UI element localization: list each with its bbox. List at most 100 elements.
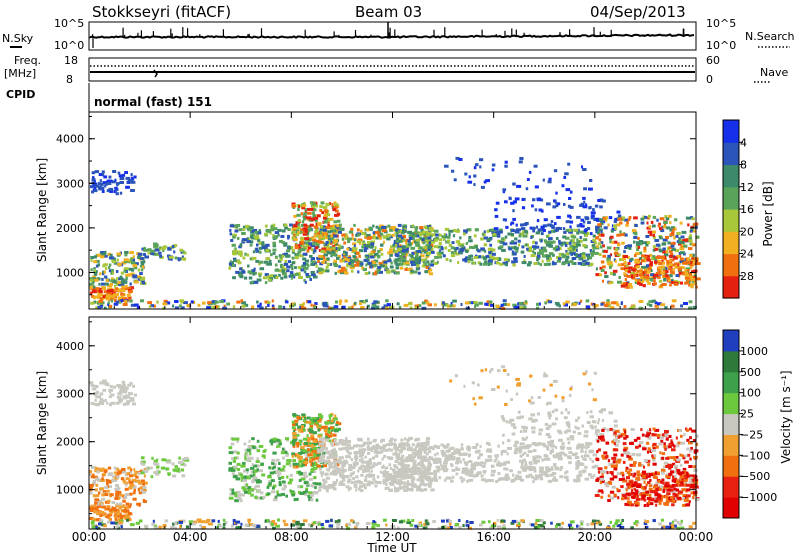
heatmap-cell (338, 447, 343, 451)
heatmap-cell (272, 248, 277, 252)
heatmap-cell (241, 304, 246, 308)
heatmap-cell (289, 304, 292, 308)
heatmap-cell (274, 463, 277, 466)
heatmap-cell (505, 467, 509, 471)
heatmap-cell (264, 232, 268, 236)
heatmap-cell (597, 228, 603, 232)
heatmap-cell (377, 446, 382, 450)
heatmap-cell (401, 259, 405, 263)
heatmap-cell (99, 468, 104, 472)
heatmap-cell (312, 431, 317, 435)
heatmap-cell (597, 242, 602, 246)
heatmap-cell (324, 460, 328, 464)
heatmap-cell (103, 513, 107, 517)
heatmap-cell (129, 299, 133, 303)
heatmap-cell (315, 242, 320, 246)
heatmap-cell (534, 208, 538, 212)
heatmap-cell (95, 395, 100, 399)
heatmap-cell (298, 464, 304, 468)
heatmap-cell (372, 248, 377, 252)
heatmap-cell (416, 485, 421, 489)
heatmap-cell (120, 271, 125, 275)
heatmap-cell (121, 386, 126, 389)
heatmap-cell (292, 430, 295, 434)
heatmap-cell (101, 277, 104, 281)
heatmap-cell (455, 461, 459, 465)
heatmap-cell (554, 464, 557, 468)
heatmap-cell (110, 493, 114, 497)
heatmap-cell (244, 457, 248, 461)
heatmap-cell (183, 463, 187, 467)
heatmap-cell (174, 300, 179, 303)
heatmap-cell (406, 448, 410, 452)
heatmap-cell (206, 306, 211, 310)
heatmap-cell (228, 468, 233, 472)
heatmap-cell (207, 301, 212, 305)
heatmap-cell (381, 306, 385, 310)
heatmap-cell (95, 184, 99, 188)
heatmap-cell (577, 228, 580, 232)
heatmap-cell (360, 464, 365, 468)
heatmap-cell (156, 469, 159, 473)
heatmap-cell (513, 477, 518, 481)
heatmap-cell (348, 230, 354, 234)
heatmap-cell (258, 262, 261, 266)
heatmap-cell (554, 222, 557, 226)
heatmap-cell (686, 281, 689, 284)
heatmap-cell (427, 461, 431, 465)
heatmap-cell (420, 228, 424, 232)
heatmap-cell (127, 179, 133, 182)
heatmap-cell (576, 240, 581, 244)
heatmap-cell (124, 253, 128, 257)
heatmap-cell (94, 287, 100, 291)
heatmap-cell (317, 260, 320, 263)
heatmap-cell (345, 251, 348, 255)
heatmap-cell (153, 245, 158, 249)
heatmap-cell (322, 464, 327, 468)
heatmap-cell (328, 225, 334, 229)
heatmap-cell (110, 271, 114, 275)
heatmap-cell (424, 270, 429, 274)
heatmap-cell (353, 444, 359, 448)
heatmap-cell (591, 244, 596, 248)
heatmap-cell (291, 236, 295, 240)
heatmap-cell (301, 425, 304, 429)
heatmap-cell (659, 267, 663, 271)
heatmap-cell (116, 183, 119, 187)
heatmap-cell (332, 229, 335, 233)
heatmap-cell (535, 231, 541, 235)
heatmap-cell (286, 475, 289, 479)
heatmap-cell (564, 244, 568, 247)
heatmap-cell (126, 472, 131, 476)
heatmap-cell (275, 470, 280, 473)
heatmap-cell (592, 453, 597, 457)
heatmap-cell (548, 252, 554, 256)
heatmap-cell (682, 272, 688, 276)
heatmap-cell (583, 229, 588, 233)
heatmap-cell (393, 464, 396, 467)
heatmap-cell (631, 305, 636, 309)
heatmap-cell (533, 461, 538, 465)
heatmap-cell (332, 208, 337, 212)
heatmap-cell (564, 172, 569, 176)
heatmap-cell (98, 187, 104, 191)
heatmap-cell (555, 228, 559, 232)
heatmap-cell (492, 232, 497, 236)
heatmap-cell (690, 283, 695, 287)
heatmap-cell (692, 229, 697, 233)
heatmap-cell (401, 454, 405, 458)
heatmap-cell (107, 284, 112, 288)
heatmap-cell (214, 305, 219, 309)
heatmap-cell (278, 480, 282, 484)
heatmap-cell (364, 475, 368, 479)
heatmap-cell (598, 218, 604, 222)
heatmap-cell (528, 246, 533, 250)
heatmap-cell (285, 254, 291, 258)
heatmap-cell (598, 253, 602, 257)
heatmap-cell (110, 282, 113, 286)
heatmap-cell (341, 464, 346, 467)
heatmap-cell (153, 304, 156, 308)
heatmap-cell (412, 270, 418, 274)
heatmap-cell (309, 442, 312, 446)
heatmap-cell (140, 257, 145, 261)
